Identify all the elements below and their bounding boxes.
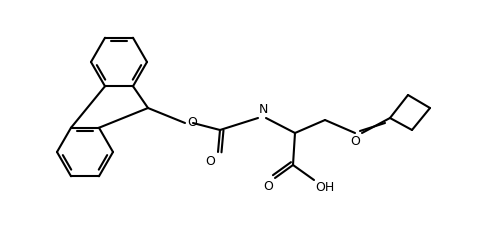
Text: O: O	[350, 135, 360, 148]
Text: N: N	[259, 103, 268, 116]
Text: OH: OH	[315, 181, 334, 194]
Text: O: O	[187, 116, 197, 130]
Text: O: O	[263, 180, 273, 193]
Text: O: O	[205, 155, 215, 168]
